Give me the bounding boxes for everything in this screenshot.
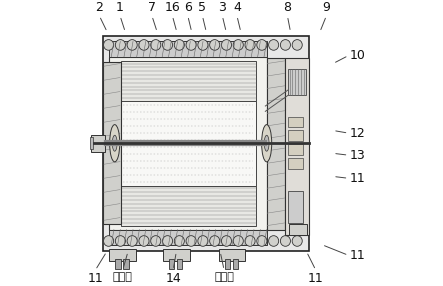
Ellipse shape — [139, 236, 149, 246]
Ellipse shape — [264, 135, 269, 151]
Bar — [109, 230, 267, 245]
Bar — [90, 137, 93, 149]
Bar — [267, 58, 285, 230]
Text: 11: 11 — [87, 271, 103, 285]
Bar — [115, 259, 120, 269]
Bar — [233, 259, 238, 269]
Text: 3: 3 — [218, 1, 226, 14]
Text: 9: 9 — [323, 1, 330, 14]
Ellipse shape — [245, 236, 255, 246]
Ellipse shape — [186, 236, 196, 246]
Text: 11: 11 — [308, 271, 324, 285]
Ellipse shape — [186, 40, 196, 50]
Ellipse shape — [139, 40, 149, 50]
Bar — [120, 186, 256, 226]
Text: 11: 11 — [349, 249, 365, 262]
Bar — [169, 259, 174, 269]
Text: 出水口: 出水口 — [113, 271, 132, 281]
Ellipse shape — [245, 40, 255, 50]
Ellipse shape — [222, 236, 232, 246]
Ellipse shape — [127, 236, 137, 246]
Text: 14: 14 — [165, 271, 181, 285]
Bar — [103, 62, 120, 224]
Ellipse shape — [268, 40, 279, 50]
Bar — [177, 259, 182, 269]
Text: 11: 11 — [349, 172, 365, 185]
Ellipse shape — [210, 236, 220, 246]
Ellipse shape — [163, 236, 173, 246]
Bar — [120, 61, 256, 101]
Ellipse shape — [198, 236, 208, 246]
Bar — [288, 130, 303, 141]
Bar — [109, 57, 267, 230]
Bar — [109, 41, 267, 57]
Bar — [285, 58, 309, 235]
Bar — [288, 191, 303, 223]
Text: 10: 10 — [349, 49, 365, 62]
Text: 4: 4 — [233, 1, 241, 14]
Ellipse shape — [198, 40, 208, 50]
Ellipse shape — [127, 40, 137, 50]
Bar — [288, 117, 303, 127]
Bar — [288, 69, 306, 96]
Text: 7: 7 — [148, 1, 156, 14]
Ellipse shape — [257, 236, 267, 246]
Text: 13: 13 — [349, 149, 365, 162]
Text: 8: 8 — [284, 1, 291, 14]
Ellipse shape — [210, 40, 220, 50]
Ellipse shape — [151, 40, 161, 50]
Ellipse shape — [257, 40, 267, 50]
Text: 16: 16 — [164, 1, 180, 14]
Ellipse shape — [104, 236, 114, 246]
Ellipse shape — [233, 236, 243, 246]
Text: 进水口: 进水口 — [214, 271, 234, 281]
Ellipse shape — [174, 236, 184, 246]
Bar — [123, 259, 128, 269]
Text: 12: 12 — [349, 127, 365, 140]
Bar — [288, 158, 303, 169]
Bar — [109, 249, 136, 261]
Ellipse shape — [163, 40, 173, 50]
Ellipse shape — [151, 236, 161, 246]
Ellipse shape — [262, 125, 272, 162]
Ellipse shape — [104, 40, 114, 50]
Bar — [163, 249, 190, 261]
Bar — [120, 101, 256, 186]
Text: 2: 2 — [95, 1, 103, 14]
Bar — [91, 135, 105, 152]
Ellipse shape — [115, 40, 125, 50]
Ellipse shape — [113, 135, 117, 151]
Ellipse shape — [110, 125, 120, 162]
Bar — [288, 144, 303, 155]
Ellipse shape — [268, 236, 279, 246]
Bar — [225, 259, 230, 269]
Ellipse shape — [280, 40, 291, 50]
Ellipse shape — [222, 40, 232, 50]
Text: 6: 6 — [184, 1, 192, 14]
Ellipse shape — [292, 40, 302, 50]
Bar — [103, 36, 309, 251]
Ellipse shape — [115, 236, 125, 246]
Bar — [289, 224, 307, 235]
Ellipse shape — [292, 236, 302, 246]
Ellipse shape — [280, 236, 291, 246]
Bar — [219, 249, 245, 261]
Ellipse shape — [174, 40, 184, 50]
Ellipse shape — [233, 40, 243, 50]
Text: 5: 5 — [198, 1, 206, 14]
Text: 1: 1 — [116, 1, 124, 14]
